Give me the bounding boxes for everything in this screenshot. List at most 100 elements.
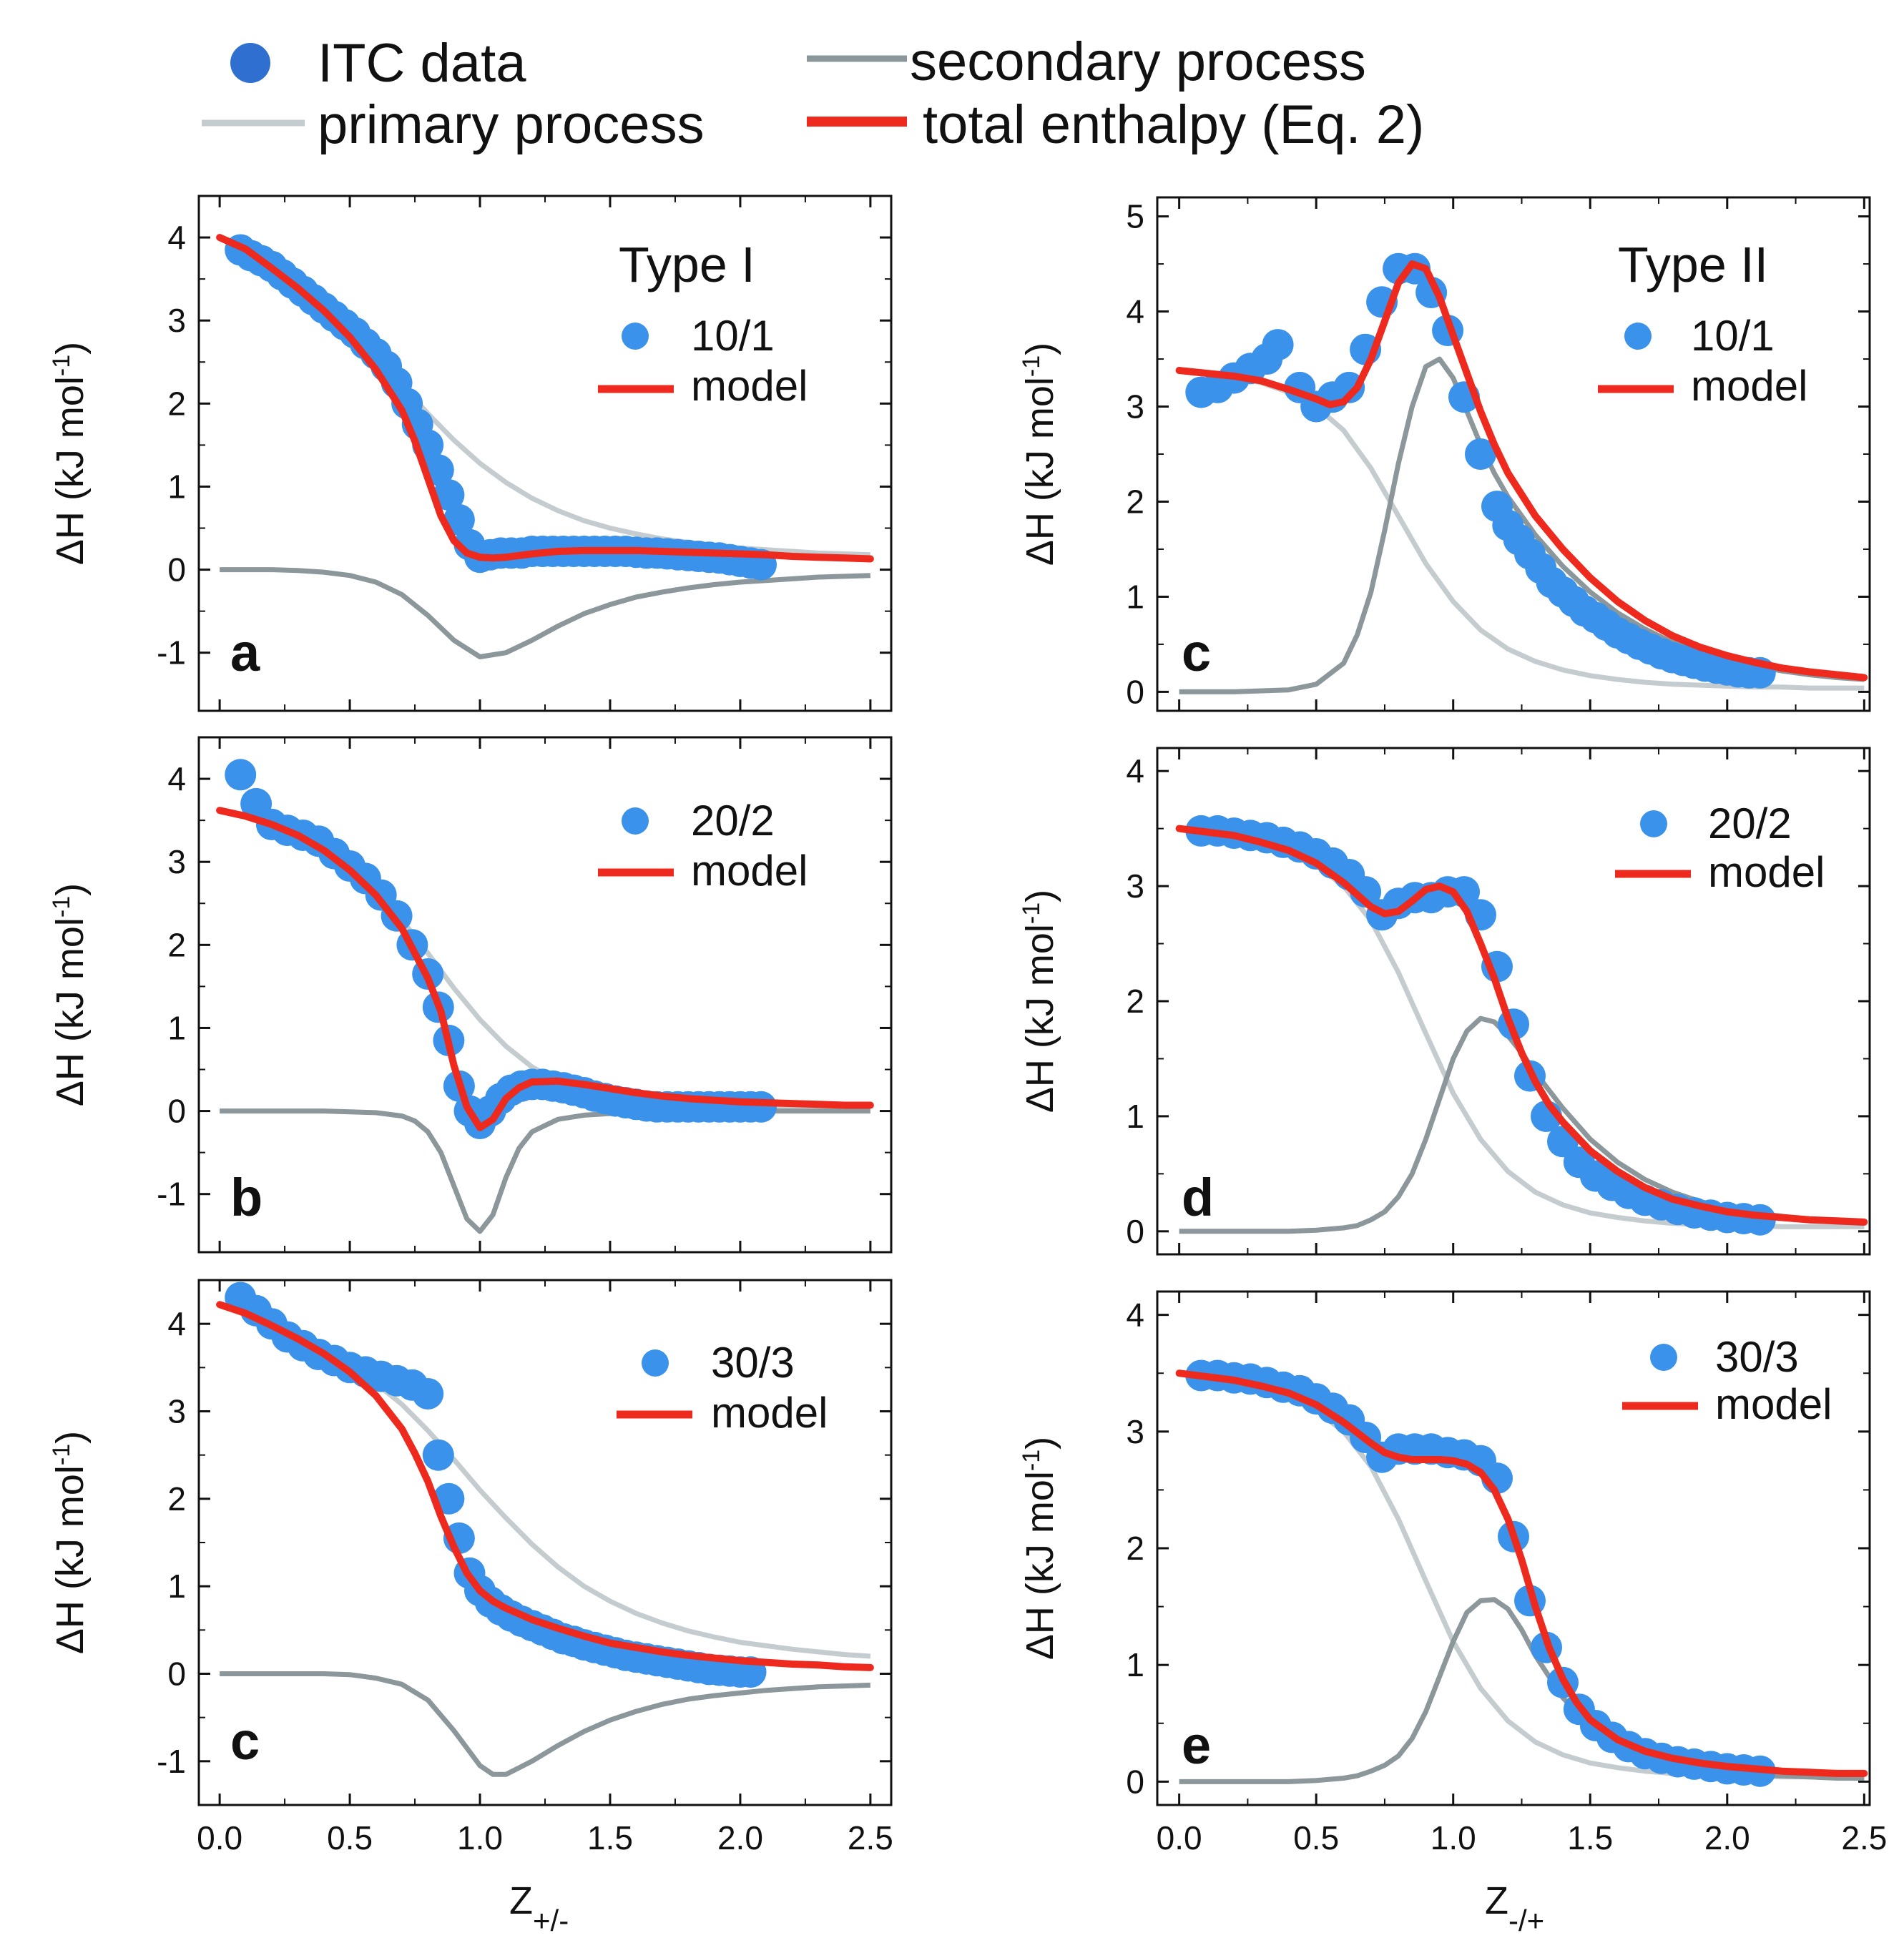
panel-b-y-axis: -1 0 1 2 3 4 [157,737,891,1213]
y-tick-label: 2 [1126,1530,1144,1567]
y-tick-label: 0 [167,551,186,589]
y-tick-label: -1 [157,1176,186,1213]
panel-a-letter: a [230,623,260,682]
legend-secondary-label: secondary process [910,31,1366,92]
y-tick-label: 2 [1126,483,1144,520]
panel-c-left-legend-data-marker [642,1349,669,1377]
y-tick-label: 4 [167,760,186,797]
itc-data-point [1333,371,1365,403]
panel-c-right-x-axis [1178,197,1865,711]
panel-c-left-x-axis: 0.0 0.5 1.0 1.5 2.0 2.5 [197,1280,893,1856]
panel-d-legend-data-marker [1640,810,1667,837]
legend-itc-marker [230,43,270,83]
x-tick-label: 0.0 [197,1819,242,1856]
y-tick-label: 0 [167,1093,186,1130]
secondary-process-curve [220,1108,870,1234]
total-enthalpy-model-curve [1175,825,1868,1226]
y-tick-label: -1 [157,1743,186,1780]
y-tick-label: 1 [167,1568,186,1605]
y-tick-label: 0 [1126,1763,1144,1800]
y-tick-label: 3 [1126,388,1144,426]
panel-c-right-letter: c [1182,623,1211,682]
itc-data-point [422,1439,454,1471]
x-tick-label: 0.5 [1293,1819,1339,1856]
y-tick-label: 1 [1126,578,1144,615]
secondary-process-curve [220,567,871,659]
panel-a-type-label: Type I [619,237,755,292]
panel-c-left-legend-model-label: model [711,1389,828,1437]
y-tick-label: 1 [1126,1098,1144,1135]
itc-data-point [745,1091,777,1123]
panel-e-y-axis: 0 1 2 3 4 [1126,1297,1870,1800]
secondary-process-curve [220,1671,871,1777]
panel-c-left-legend-data-label: 30/3 [711,1339,795,1387]
panel-a-legend-model-label: model [691,362,808,410]
y-tick-label: 4 [167,1305,186,1342]
panel-c-right-plot-area [1175,252,1868,694]
panel-e-plot-area [1175,1359,1868,1787]
panel-b-plot-area [216,759,874,1234]
panel-b-x-axis [218,737,872,1252]
x-tick-label: 1.0 [457,1819,503,1856]
panel-c-right-y-label: ΔH (kJ mol-1) [1018,343,1061,566]
panel-e-legend-data-marker [1650,1344,1677,1371]
legend-total-label: total enthalpy (Eq. 2) [923,94,1424,155]
y-tick-label: 4 [167,219,186,256]
panel-b-frame [197,736,893,1254]
y-tick-label: 5 [1126,198,1144,235]
panel-c-right-y-axis: 0 1 2 3 4 5 [1126,198,1870,710]
x-tick-label: 2.5 [848,1819,893,1856]
x-tick-label: 2.0 [717,1819,763,1856]
panel-b-legend-data-marker [622,807,649,835]
panel-c-left-y-label: ΔH (kJ mol-1) [48,1431,92,1654]
y-tick-label: 2 [1126,983,1144,1020]
x-tick-label: 1.5 [1567,1819,1613,1856]
y-tick-label: 1 [1126,1646,1144,1683]
y-tick-label: 0 [1126,1213,1144,1250]
total-enthalpy-model-curve [216,1301,874,1671]
y-tick-label: 3 [167,1393,186,1430]
panel-a-legend-data-marker [622,323,649,350]
panel-b: -1 0 1 2 3 4 20/2 model b ΔH (kJ mol-1) [48,736,893,1254]
x-tick-label: 1.5 [587,1819,633,1856]
panel-c-right-legend-data-marker [1624,323,1652,350]
right-x-axis-title: Z-/+ [1485,1879,1544,1937]
itc-data-point [1262,329,1294,361]
panel-e-y-label: ΔH (kJ mol-1) [1018,1437,1061,1660]
panel-a-y-axis: -1 0 1 2 3 4 [157,195,891,672]
panel-e-x-axis: 0.0 0.5 1.0 1.5 2.0 2.5 [1157,1292,1887,1856]
itc-data-point [225,759,257,791]
total-enthalpy-model-curve [1175,260,1868,682]
y-tick-label: 3 [1126,867,1144,905]
panel-d-y-axis: 0 1 2 3 4 [1126,752,1870,1250]
total-enthalpy-model-curve [216,234,874,563]
itc-data-point [1465,438,1496,470]
secondary-process-curve [1179,1597,1865,1784]
x-tick-label: 0.0 [1157,1819,1202,1856]
itc-data-point [443,503,475,536]
y-tick-label: 3 [1126,1413,1144,1450]
panel-c-left-letter: c [230,1711,260,1771]
panel-d-y-label: ΔH (kJ mol-1) [1018,890,1061,1113]
panel-a-plot-area [216,234,874,659]
panel-d-legend-data-label: 20/2 [1708,800,1792,847]
panel-a: -1 0 1 2 3 4 Type I 10/1 model a ΔH (kJ mol-1… [48,195,893,712]
legend-primary-label: primary process [318,94,705,155]
y-tick-label: 0 [167,1656,186,1693]
y-tick-label: 1 [167,468,186,505]
total-enthalpy-model-curve [216,807,874,1131]
panel-d: 0 1 2 3 4 20/2 model d ΔH (kJ mol-1) [1018,747,1871,1256]
x-tick-label: 1.0 [1431,1819,1476,1856]
itc-data-point [412,1378,444,1410]
x-tick-label: 2.5 [1841,1819,1887,1856]
panel-c-left-y-axis: -1 0 1 2 3 4 [157,1279,891,1780]
panel-e-letter: e [1182,1716,1211,1775]
y-tick-label: -1 [157,634,186,672]
panel-c-right-type-label: Type II [1618,237,1768,292]
left-x-axis-title: Z+/- [509,1879,569,1937]
y-tick-label: 4 [1126,1297,1144,1334]
y-tick-label: 1 [167,1009,186,1046]
panel-b-legend-model-label: model [691,847,808,895]
